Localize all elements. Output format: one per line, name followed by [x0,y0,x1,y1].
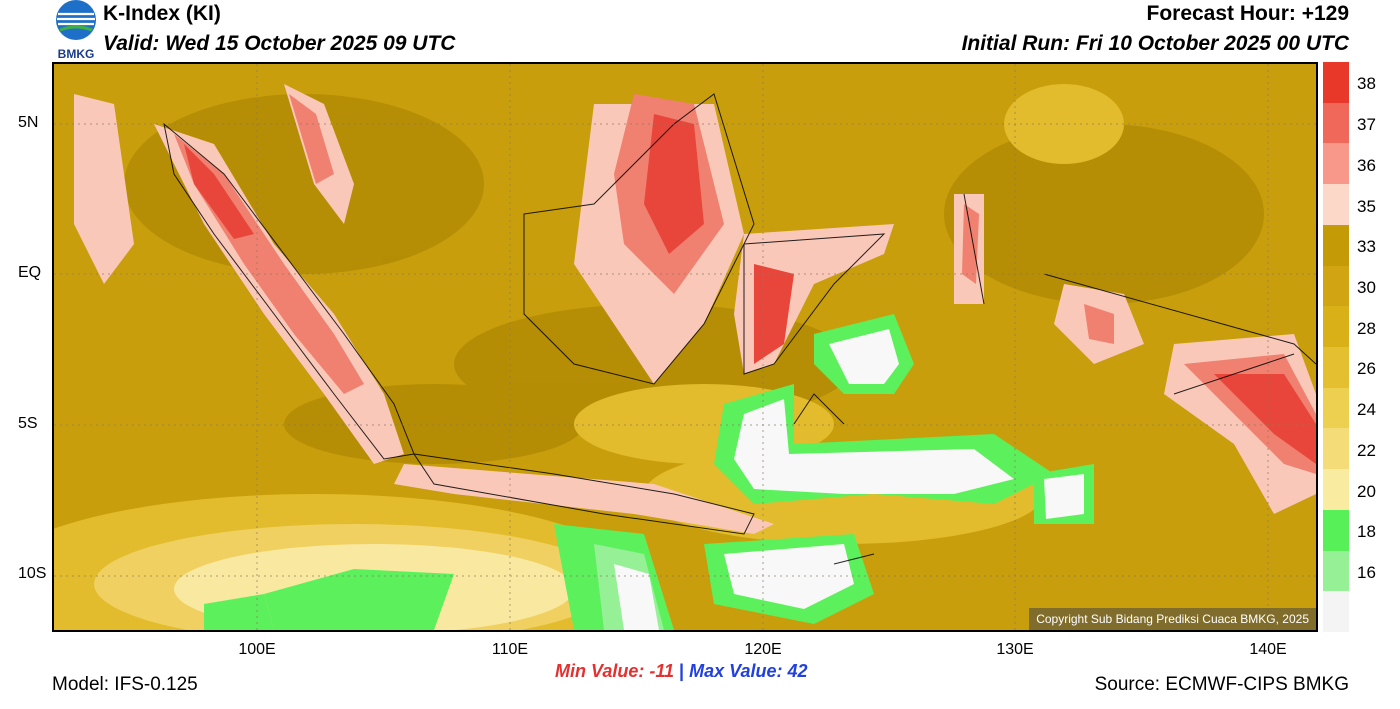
max-value: Max Value: 42 [689,661,808,681]
map-copyright: Copyright Sub Bidang Prediksi Cuaca BMKG… [1029,608,1316,630]
colorbar-label: 36 [1357,155,1376,175]
valid-time: Valid: Wed 15 October 2025 09 UTC [103,32,456,55]
source-label: Source: ECMWF-CIPS BMKG [1094,674,1349,695]
colorbar-segment [1323,469,1349,511]
field-low-k-index [204,314,1094,630]
colorbar-segment [1323,428,1349,470]
initial-run: Initial Run: Fri 10 October 2025 00 UTC [961,32,1349,55]
lat-tick-5n: 5N [18,114,39,131]
colorbar-label: 28 [1357,318,1376,338]
colorbar-label: 38 [1357,74,1376,94]
colorbar [1323,62,1349,633]
colorbar-label: 22 [1357,440,1376,460]
bmkg-logo: BMKG [52,0,100,62]
colorbar-segment [1323,265,1349,307]
colorbar-segment [1323,184,1349,226]
colorbar-segment [1323,102,1349,144]
min-value: Min Value: -11 [555,661,675,681]
lon-tick-100e: 100E [238,641,276,658]
colorbar-segment [1323,143,1349,185]
graticule [54,64,1316,630]
colorbar-segment [1323,387,1349,429]
field-high-k-index [74,84,1316,534]
lon-tick-120e: 120E [744,641,782,658]
colorbar-segment [1323,62,1349,104]
lon-tick-140e: 140E [1249,641,1287,658]
colorbar-label: 18 [1357,522,1376,542]
min-max-separator: | [679,661,685,681]
map-title: K-Index (KI) [103,2,221,25]
colorbar-label: 24 [1357,400,1376,420]
colorbar-label: 33 [1357,237,1376,257]
lat-tick-5s: 5S [18,415,38,432]
colorbar-label: 37 [1357,115,1376,135]
colorbar-segment [1323,347,1349,389]
k-index-map [52,62,1318,632]
coastlines [163,93,1316,565]
colorbar-label: 26 [1357,359,1376,379]
colorbar-segment [1323,591,1349,633]
model-label: Model: IFS-0.125 [52,674,198,695]
lon-tick-130e: 130E [996,641,1034,658]
lat-tick-eq: EQ [18,264,42,281]
colorbar-segment [1323,306,1349,348]
lat-tick-10s: 10S [18,565,47,582]
lon-tick-110e: 110E [491,641,529,658]
colorbar-segment [1323,509,1349,552]
min-max-values: Min Value: -11 | Max Value: 42 [555,661,808,682]
forecast-hour: Forecast Hour: +129 [1146,2,1350,25]
colorbar-label: 35 [1357,196,1376,216]
colorbar-segment [1323,224,1349,267]
colorbar-label: 16 [1357,562,1376,582]
colorbar-label: 30 [1357,277,1376,297]
colorbar-segment [1323,550,1349,592]
colorbar-label: 20 [1357,481,1376,501]
svg-text:BMKG: BMKG [58,47,95,61]
